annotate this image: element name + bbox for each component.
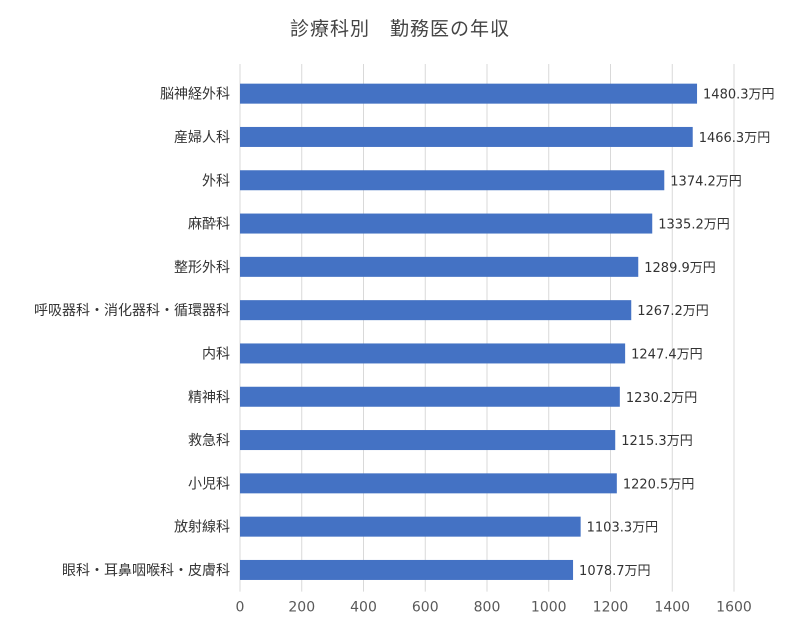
x-tick-label: 1000 <box>531 600 567 616</box>
bar <box>240 343 626 364</box>
data-label: 1230.2万円 <box>626 391 698 406</box>
bar <box>240 170 665 191</box>
data-label: 1335.2万円 <box>658 218 730 233</box>
data-label: 1078.7万円 <box>579 564 651 579</box>
data-label: 1480.3万円 <box>703 88 775 103</box>
category-label: 呼吸器科・消化器科・循環器科 <box>34 303 230 319</box>
bar <box>240 300 632 321</box>
category-label: 麻酔科 <box>188 217 230 233</box>
x-tick-label: 600 <box>412 600 439 616</box>
category-label: 放射線科 <box>174 520 230 536</box>
data-label: 1466.3万円 <box>699 131 771 146</box>
category-label: 内科 <box>202 346 230 362</box>
x-tick-label: 200 <box>288 600 315 616</box>
x-tick-label: 400 <box>350 600 377 616</box>
category-label: 救急科 <box>188 433 230 449</box>
bar <box>240 386 620 407</box>
x-tick-label: 1600 <box>716 600 752 616</box>
category-label: 眼科・耳鼻咽喉科・皮膚科 <box>62 562 230 579</box>
category-label: 小児科 <box>188 476 230 492</box>
bar <box>240 83 698 104</box>
bar <box>240 126 693 147</box>
category-label: 脳神経外科 <box>160 87 230 103</box>
data-label: 1215.3万円 <box>621 434 693 449</box>
chart-title: 診療科別 勤務医の年収 <box>289 18 510 40</box>
category-label: 精神科 <box>188 390 230 406</box>
data-label: 1103.3万円 <box>587 521 659 536</box>
data-label: 1267.2万円 <box>637 304 709 319</box>
bar <box>240 559 574 580</box>
x-tick-label: 0 <box>236 600 245 616</box>
data-label: 1374.2万円 <box>670 174 742 189</box>
category-label: 整形外科 <box>174 260 230 276</box>
data-label: 1220.5万円 <box>623 477 695 492</box>
bar <box>240 473 617 494</box>
x-tick-label: 800 <box>474 600 501 616</box>
bar <box>240 516 581 537</box>
data-label: 1247.4万円 <box>631 347 703 362</box>
category-label: 産婦人科 <box>174 129 230 146</box>
bar <box>240 256 639 277</box>
category-label: 外科 <box>202 173 230 189</box>
x-tick-label: 1200 <box>593 600 629 616</box>
data-label: 1289.9万円 <box>644 261 716 276</box>
bar <box>240 213 653 234</box>
bar <box>240 430 616 451</box>
x-tick-label: 1400 <box>654 600 690 616</box>
